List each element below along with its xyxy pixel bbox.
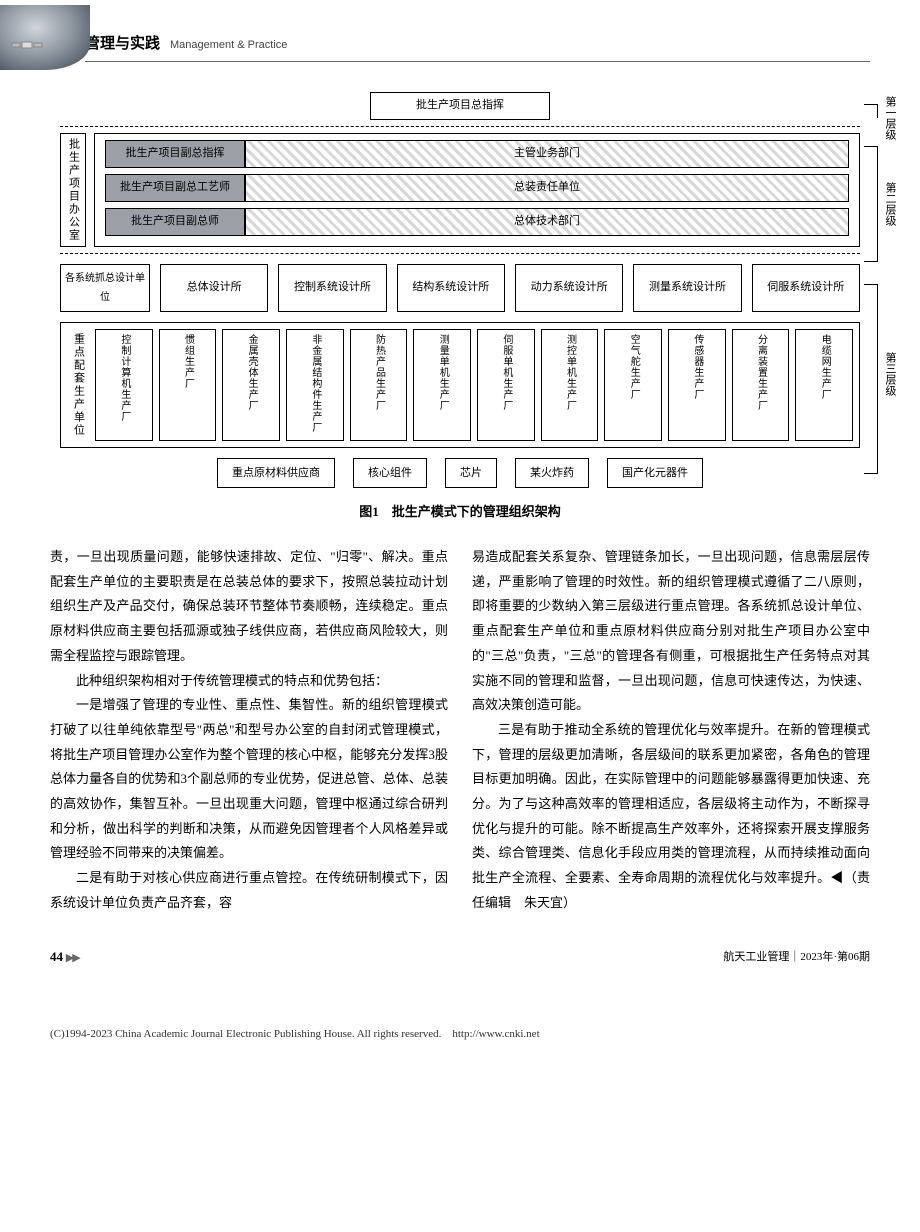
- office-vlabel: 批生产项目办公室: [60, 133, 86, 247]
- factory-box: 空气舵生产厂: [604, 329, 662, 441]
- sys-box: 动力系统设计所: [515, 264, 623, 312]
- factories-vlabel: 重点配套生产单位: [67, 329, 89, 441]
- factory-box: 电缆网生产厂: [795, 329, 853, 441]
- paragraph: 易造成配套关系复杂、管理链条加长，一旦出现问题，信息需层层传递，严重影响了管理的…: [472, 545, 870, 718]
- factory-box: 惯组生产厂: [159, 329, 217, 441]
- body-columns: 责，一旦出现质量问题，能够快速排故、定位、"归零"、解决。重点配套生产单位的主要…: [50, 545, 870, 915]
- supply-row: 重点原材料供应商 核心组件 芯片 某火炸药 国产化元器件: [60, 458, 860, 489]
- bracket-icon: [864, 146, 878, 262]
- dept-box: 总体技术部门: [245, 208, 849, 236]
- paragraph: 一是增强了管理的专业性、重点性、集智性。新的组织管理模式打破了以往单纯依靠型号"…: [50, 693, 448, 866]
- deputy-craft-box: 批生产项目副总工艺师: [105, 174, 245, 202]
- supply-box: 重点原材料供应商: [217, 458, 335, 489]
- page-footer: 44 ▶▶ 航天工业管理｜2023年·第06期: [50, 945, 870, 970]
- factory-box: 金属壳体生产厂: [222, 329, 280, 441]
- sys-box: 结构系统设计所: [397, 264, 505, 312]
- arrow-icon: ▶▶: [66, 952, 79, 964]
- cnki-link[interactable]: http://www.cnki.net: [452, 1028, 539, 1040]
- layer-label-1: 第一层级: [883, 96, 896, 140]
- factory-box: 控制计算机生产厂: [95, 329, 153, 441]
- page-number: 44: [50, 949, 63, 964]
- bracket-icon: [864, 284, 878, 474]
- deputy-engineer-box: 批生产项目副总师: [105, 208, 245, 236]
- layer-label-2: 第二层级: [883, 182, 896, 226]
- sys-box: 伺服系统设计所: [752, 264, 860, 312]
- factory-box: 分离装置生产厂: [732, 329, 790, 441]
- factory-box: 非金属结构件生产厂: [286, 329, 344, 441]
- sys-box: 总体设计所: [160, 264, 268, 312]
- left-column: 责，一旦出现质量问题，能够快速排故、定位、"归零"、解决。重点配套生产单位的主要…: [50, 545, 448, 915]
- paragraph: 三是有助于推动全系统的管理优化与效率提升。在新的管理模式下，管理的层级更加清晰，…: [472, 718, 870, 916]
- figure-1: 第一层级 第二层级 第三层级 批生产项目总指挥 批生产项目办公室 批生产项目副总…: [60, 92, 860, 526]
- office-row: 批生产项目副总工艺师 总装责任单位: [105, 174, 849, 202]
- supply-box: 某火炸药: [515, 458, 589, 489]
- factory-box: 测控单机生产厂: [541, 329, 599, 441]
- paragraph: 责，一旦出现质量问题，能够快速排故、定位、"归零"、解决。重点配套生产单位的主要…: [50, 545, 448, 668]
- section-title-en: Management & Practice: [170, 35, 287, 56]
- sys-label-box: 各系统抓总设计单位: [60, 264, 150, 312]
- satellite-icon: [10, 35, 50, 55]
- factory-box: 测量单机生产厂: [413, 329, 471, 441]
- dash-divider: [60, 126, 860, 127]
- bracket-icon: [864, 104, 878, 118]
- systems-row: 各系统抓总设计单位 总体设计所 控制系统设计所 结构系统设计所 动力系统设计所 …: [60, 264, 860, 312]
- section-header: 管理与实践 Management & Practice: [85, 30, 870, 62]
- copyright-line: (C)1994-2023 China Academic Journal Elec…: [0, 1020, 920, 1055]
- supply-box: 芯片: [445, 458, 497, 489]
- journal-info: 航天工业管理｜2023年·第06期: [723, 947, 870, 968]
- dept-box: 总装责任单位: [245, 174, 849, 202]
- factory-box: 传感器生产厂: [668, 329, 726, 441]
- section-title-cn: 管理与实践: [85, 30, 160, 59]
- factory-box: 防热产品生产厂: [350, 329, 408, 441]
- office-row: 批生产项目副总师 总体技术部门: [105, 208, 849, 236]
- paragraph: 二是有助于对核心供应商进行重点管控。在传统研制模式下，因系统设计单位负责产品齐套…: [50, 866, 448, 915]
- right-column: 易造成配套关系复杂、管理链条加长，一旦出现问题，信息需层层传递，严重影响了管理的…: [472, 545, 870, 915]
- layer-label-3: 第三层级: [883, 352, 896, 396]
- office-container: 批生产项目副总指挥 主管业务部门 批生产项目副总工艺师 总装责任单位 批生产项目…: [94, 133, 860, 247]
- paragraph: 此种组织架构相对于传统管理模式的特点和优势包括：: [50, 669, 448, 694]
- supply-box: 核心组件: [353, 458, 427, 489]
- dash-divider: [60, 253, 860, 254]
- figure-caption: 图1 批生产模式下的管理组织架构: [60, 500, 860, 525]
- sys-box: 控制系统设计所: [278, 264, 386, 312]
- office-row: 批生产项目副总指挥 主管业务部门: [105, 140, 849, 168]
- supply-box: 国产化元器件: [607, 458, 703, 489]
- deputy-commander-box: 批生产项目副总指挥: [105, 140, 245, 168]
- factories-outer: 重点配套生产单位 控制计算机生产厂 惯组生产厂 金属壳体生产厂 非金属结构件生产…: [60, 322, 860, 448]
- top-commander-box: 批生产项目总指挥: [370, 92, 550, 120]
- dept-box: 主管业务部门: [245, 140, 849, 168]
- factory-box: 伺服单机生产厂: [477, 329, 535, 441]
- sys-box: 测量系统设计所: [633, 264, 741, 312]
